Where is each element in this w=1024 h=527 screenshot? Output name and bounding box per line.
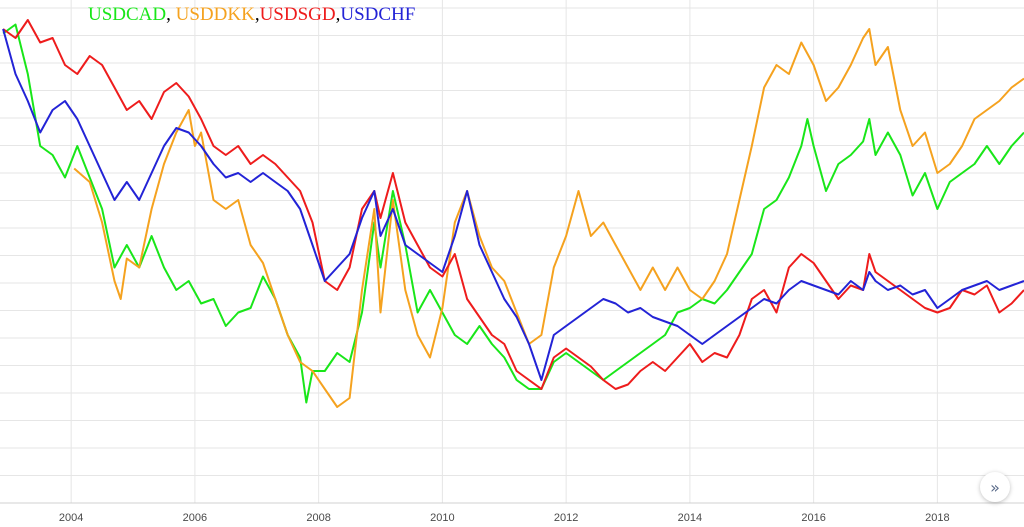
double-chevron-right-icon: » (990, 477, 1000, 497)
legend-usddkk[interactable]: USDDKK (175, 4, 255, 25)
x-tick-label: 2004 (59, 512, 83, 524)
scroll-to-latest-button[interactable]: » (980, 472, 1010, 502)
legend-usdchf[interactable]: USDCHF (340, 4, 416, 25)
x-tick-label: 2014 (678, 512, 702, 524)
legend-separator: , (254, 4, 260, 25)
x-tick-label: 2008 (306, 512, 330, 524)
series-line-usdsgd (2, 19, 1024, 390)
x-tick-label: 2010 (430, 512, 454, 524)
chart-series-lines (2, 19, 1024, 408)
series-line-usddkk (73, 28, 1024, 408)
x-tick-label: 2012 (554, 512, 578, 524)
legend-usdsgd[interactable]: USDSGD (259, 4, 336, 25)
x-axis-ticks: 2004 2006 2008 2010 2012 2014 2016 2018 (59, 512, 950, 524)
x-tick-label: 2018 (925, 512, 949, 524)
series-line-usdchf (2, 28, 1024, 381)
series-line-usdcad (2, 23, 1024, 404)
legend-usdcad[interactable]: USDCAD (88, 4, 167, 25)
chart-grid (0, 0, 1024, 504)
legend-separator: , (335, 4, 341, 25)
x-tick-label: 2006 (183, 512, 207, 524)
legend-separator: , (166, 4, 171, 25)
chart-legend: USDCAD, USDDKK,USDSGD,USDCHF (88, 4, 415, 26)
x-tick-label: 2016 (801, 512, 825, 524)
